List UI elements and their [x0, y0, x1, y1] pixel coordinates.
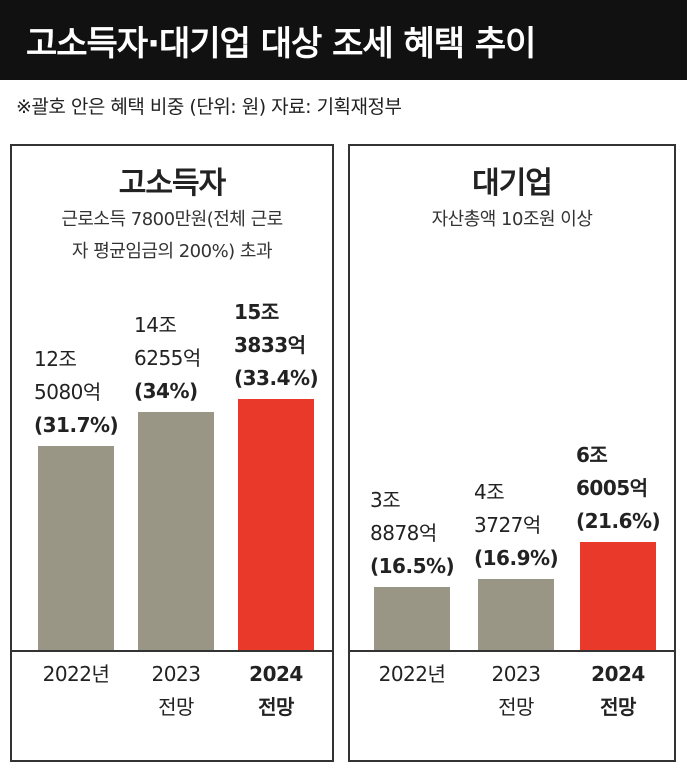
data-label-line: 15조 [234, 300, 279, 325]
x-tick-label: 2022년 [26, 658, 126, 691]
x-tick-label-line: 2023 [491, 662, 541, 686]
panel-subtitle-line: 근로소득 7800만원(전체 근로 [61, 209, 283, 230]
data-label-line: (16.9%) [474, 545, 559, 570]
data-label-line: 14조 [134, 312, 177, 337]
data-label-line: 6255억 [134, 345, 201, 370]
data-label-line: 3727억 [474, 512, 541, 537]
panel-subtitle: 자산총액 10조원 이상 [350, 204, 674, 236]
data-label-line: 4조 [474, 479, 505, 504]
data-label-line: 12조 [34, 347, 77, 372]
data-label-line: (31.7%) [34, 413, 119, 438]
x-tick-label-line: 전망 [600, 695, 636, 719]
chart-title: 고소득자·대기업 대상 조세 혜택 추이 [0, 0, 687, 80]
data-label-line: 3조 [370, 487, 401, 512]
bar [38, 446, 114, 650]
x-tick-label: 2024 전망 [568, 658, 668, 724]
x-tick-label: 2022년 [362, 658, 462, 691]
panel-high-income: 고소득자 근로소득 7800만원(전체 근로 자 평균임금의 200%) 초과 … [10, 144, 334, 762]
data-label-line: 5080억 [34, 380, 101, 405]
data-label-line: (16.5%) [370, 553, 455, 578]
bar [580, 542, 656, 650]
data-label-line: 8878억 [370, 520, 437, 545]
x-tick-label-line: 2022년 [42, 662, 110, 686]
x-tick-label-line: 전망 [258, 695, 294, 719]
x-axis-line [12, 650, 332, 652]
x-tick-label-line: 2023 [151, 662, 201, 686]
data-label-line: (34%) [134, 378, 198, 403]
panel-title: 대기업 [472, 166, 553, 201]
bar [478, 578, 554, 650]
data-label-line: 6조 [576, 443, 608, 468]
x-tick-label: 2024 전망 [226, 658, 326, 724]
data-label-line: (33.4%) [234, 366, 319, 391]
x-tick-label-line: 전망 [498, 695, 534, 719]
data-label: 15조 3833억 (33.4%) [234, 296, 319, 395]
x-tick-label-line: 2022년 [378, 662, 446, 686]
panel-subtitle-line: 자 평균임금의 200%) 초과 [71, 241, 273, 262]
bar [138, 411, 214, 650]
bar [238, 399, 314, 650]
data-label: 14조 6255억 (34%) [134, 309, 201, 408]
data-label: 6조 6005억 (21.6%) [576, 439, 661, 538]
bar [374, 586, 450, 650]
source-note: ※괄호 안은 혜택 비중 (단위: 원) 자료: 기획재정부 [16, 96, 402, 118]
panel-large-corp: 대기업 자산총액 10조원 이상 3조 8878억 (16.5%) 2022년 4조 37… [348, 144, 676, 762]
data-label: 3조 8878억 (16.5%) [370, 484, 455, 583]
panel-subtitle: 근로소득 7800만원(전체 근로 자 평균임금의 200%) 초과 [12, 204, 332, 268]
panel-subtitle-line: 자산총액 10조원 이상 [431, 209, 593, 230]
data-label-line: 3833억 [234, 333, 306, 358]
panel-title: 고소득자 [118, 166, 226, 201]
x-tick-label-line: 전망 [158, 695, 194, 719]
x-tick-label: 2023 전망 [126, 658, 226, 724]
data-label-line: (21.6%) [576, 509, 661, 534]
x-tick-label-line: 2024 [249, 662, 303, 686]
x-tick-label-line: 2024 [591, 662, 645, 686]
x-axis-line [350, 650, 674, 652]
data-label: 12조 5080억 (31.7%) [34, 343, 119, 442]
data-label: 4조 3727억 (16.9%) [474, 476, 559, 575]
data-label-line: 6005억 [576, 476, 648, 501]
x-tick-label: 2023 전망 [466, 658, 566, 724]
